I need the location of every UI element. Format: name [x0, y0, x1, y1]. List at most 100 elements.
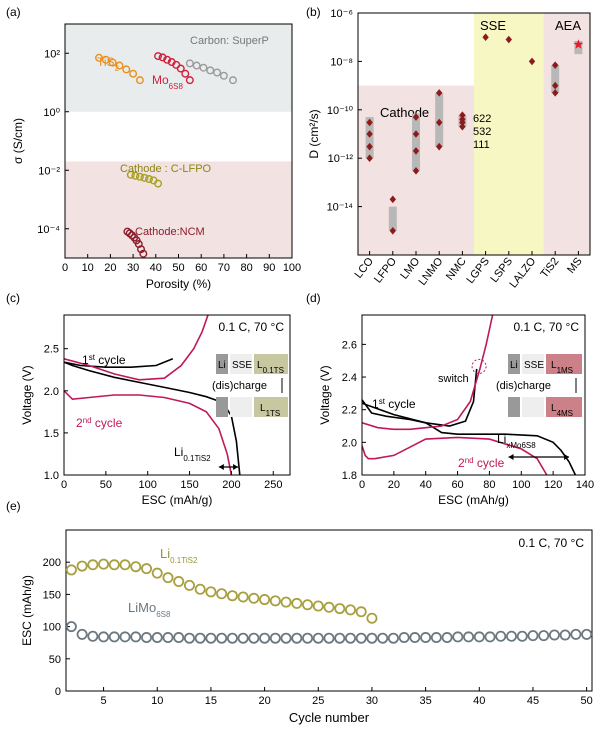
- data-point: [158, 53, 167, 62]
- x-tick-label: 80: [483, 479, 495, 491]
- series-label-ncm: Cathode:NCM: [135, 226, 205, 238]
- y-tick-label: 10⁻⁴: [37, 224, 60, 236]
- data-point: [412, 147, 420, 155]
- data-point: [495, 630, 507, 642]
- data-point: [140, 173, 149, 182]
- x-tick-label: 100: [512, 479, 530, 491]
- data-point: [130, 561, 142, 573]
- data-point: [101, 55, 110, 64]
- data-point: [141, 563, 153, 575]
- data-point: [192, 61, 201, 70]
- data-point: [484, 631, 496, 643]
- data-point: [528, 57, 536, 66]
- data-point: [205, 632, 217, 644]
- series-line: [362, 315, 494, 431]
- data-point: [366, 130, 373, 138]
- y-tick-label: 2.5: [44, 344, 59, 356]
- data-point: [412, 167, 420, 175]
- data-point: [119, 559, 131, 571]
- star-point: [573, 39, 584, 49]
- data-point: [538, 630, 550, 642]
- y-axis-label: Voltage (V): [20, 365, 34, 424]
- x-tick-label: 50: [100, 479, 112, 491]
- y-axis-label: Voltage (V): [318, 365, 332, 424]
- arrow-head: [233, 464, 239, 470]
- y-tick-label: 10⁰: [43, 107, 60, 119]
- data-point: [581, 628, 593, 640]
- x-axis-label: Cycle number: [289, 710, 370, 725]
- inset-sse-label: SSE: [232, 360, 252, 371]
- x-tick-label: 35: [419, 695, 431, 707]
- data-point: [516, 630, 528, 642]
- data-point: [355, 632, 367, 644]
- data-point: [108, 559, 120, 571]
- data-point: [95, 53, 104, 62]
- data-point: [344, 604, 356, 616]
- inset-li-block: [508, 354, 520, 374]
- inset-cathode-block: [546, 354, 582, 374]
- band-label-aea: AEA: [555, 18, 581, 33]
- data-point: [323, 632, 335, 644]
- data-point: [412, 113, 420, 121]
- data-point: [154, 52, 163, 61]
- data-point: [205, 586, 217, 598]
- inset-cathode-block: [254, 397, 288, 417]
- cycle1-label: 1st cycle: [372, 397, 416, 412]
- data-point: [237, 591, 249, 603]
- series-label-tis2: TiS2: [97, 55, 120, 73]
- data-point: [127, 231, 136, 240]
- y-tick-label: 10⁻⁶: [330, 8, 353, 20]
- data-point: [154, 179, 163, 188]
- data-point: [459, 122, 466, 131]
- x-tick-label: 45: [527, 695, 539, 707]
- data-point: [226, 632, 238, 644]
- data-point: [280, 632, 292, 644]
- series-line: [362, 399, 577, 475]
- cycle1-label: 1st cycle: [82, 353, 126, 368]
- condition-label: 0.1 C, 70 °C: [219, 320, 285, 334]
- data-point: [473, 631, 485, 643]
- series-line: [362, 368, 478, 427]
- y-tick-label: 2.0: [44, 386, 59, 398]
- x-tick-label: 40: [420, 479, 432, 491]
- data-point: [185, 76, 194, 85]
- data-point: [76, 628, 88, 640]
- data-point: [98, 558, 110, 570]
- x-axis-label: ESC (mAh/g): [438, 493, 509, 507]
- shaded-band: [543, 13, 590, 255]
- data-point: [552, 61, 559, 69]
- inset-bottom-cathode-label: L1TS: [260, 403, 280, 418]
- x-tick-label: LGPS: [464, 255, 492, 286]
- inset-bottom-cathode-label: L4MS: [551, 403, 573, 418]
- data-point: [173, 632, 185, 644]
- y-tick-label: 10⁻¹⁰: [327, 105, 354, 117]
- range-bar: [551, 65, 560, 93]
- inset-li-label: Li: [218, 360, 226, 371]
- y-tick-label: 50: [49, 654, 61, 666]
- data-point: [570, 628, 582, 640]
- series-line: [362, 436, 548, 475]
- range-bar: [388, 206, 397, 231]
- x-tick-label: LNMO: [417, 255, 446, 288]
- inset-top-cathode-label: L0.1TS: [257, 360, 284, 375]
- data-point: [409, 632, 421, 644]
- data-point: [302, 599, 314, 611]
- series-line: [64, 390, 233, 475]
- data-point: [463, 631, 475, 643]
- x-tick-label: 80: [240, 262, 252, 274]
- data-point: [194, 583, 206, 595]
- data-point: [312, 632, 324, 644]
- x-tick-label: 50: [172, 262, 184, 274]
- data-point: [216, 588, 228, 600]
- x-tick-label: 100: [283, 262, 301, 274]
- series-line: [64, 361, 241, 475]
- x-tick-label: 10: [82, 262, 94, 274]
- y-tick-label: 2.6: [342, 339, 357, 351]
- x-tick-label: 20: [388, 479, 400, 491]
- compound-label: Li0.1TiS2: [174, 445, 211, 463]
- y-tick-label: 1.0: [44, 470, 59, 482]
- inset-sse-block: [522, 397, 544, 417]
- data-point: [122, 65, 131, 74]
- data-point: [228, 76, 237, 85]
- data-point: [259, 594, 271, 606]
